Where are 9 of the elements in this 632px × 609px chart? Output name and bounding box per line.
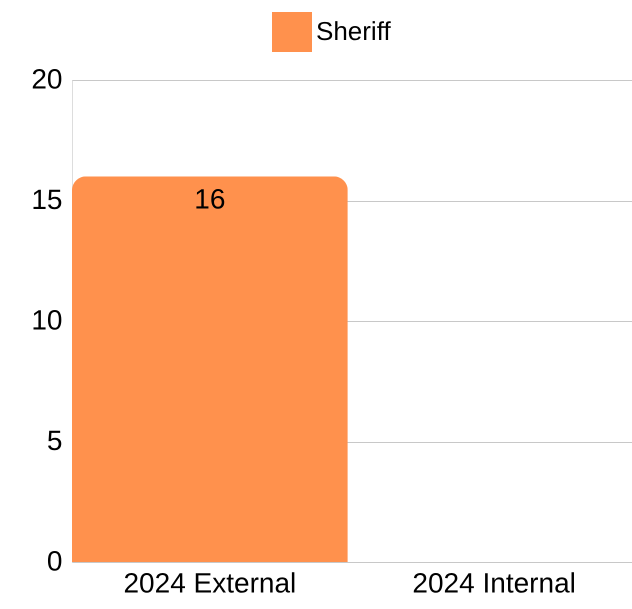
x-tick-label: 2024 External bbox=[123, 568, 296, 598]
text: 16 bbox=[194, 183, 226, 214]
y-tick-label: 10 bbox=[31, 304, 62, 336]
y-tick-label: 5 bbox=[46, 425, 62, 456]
legend-label: Sheriff bbox=[316, 16, 392, 46]
y-tick-label: 0 bbox=[46, 546, 62, 576]
x-tick-label: 2024 Internal bbox=[412, 568, 576, 598]
y-tick-label: 15 bbox=[31, 184, 62, 215]
y-tick-label: 20 bbox=[31, 64, 62, 94]
